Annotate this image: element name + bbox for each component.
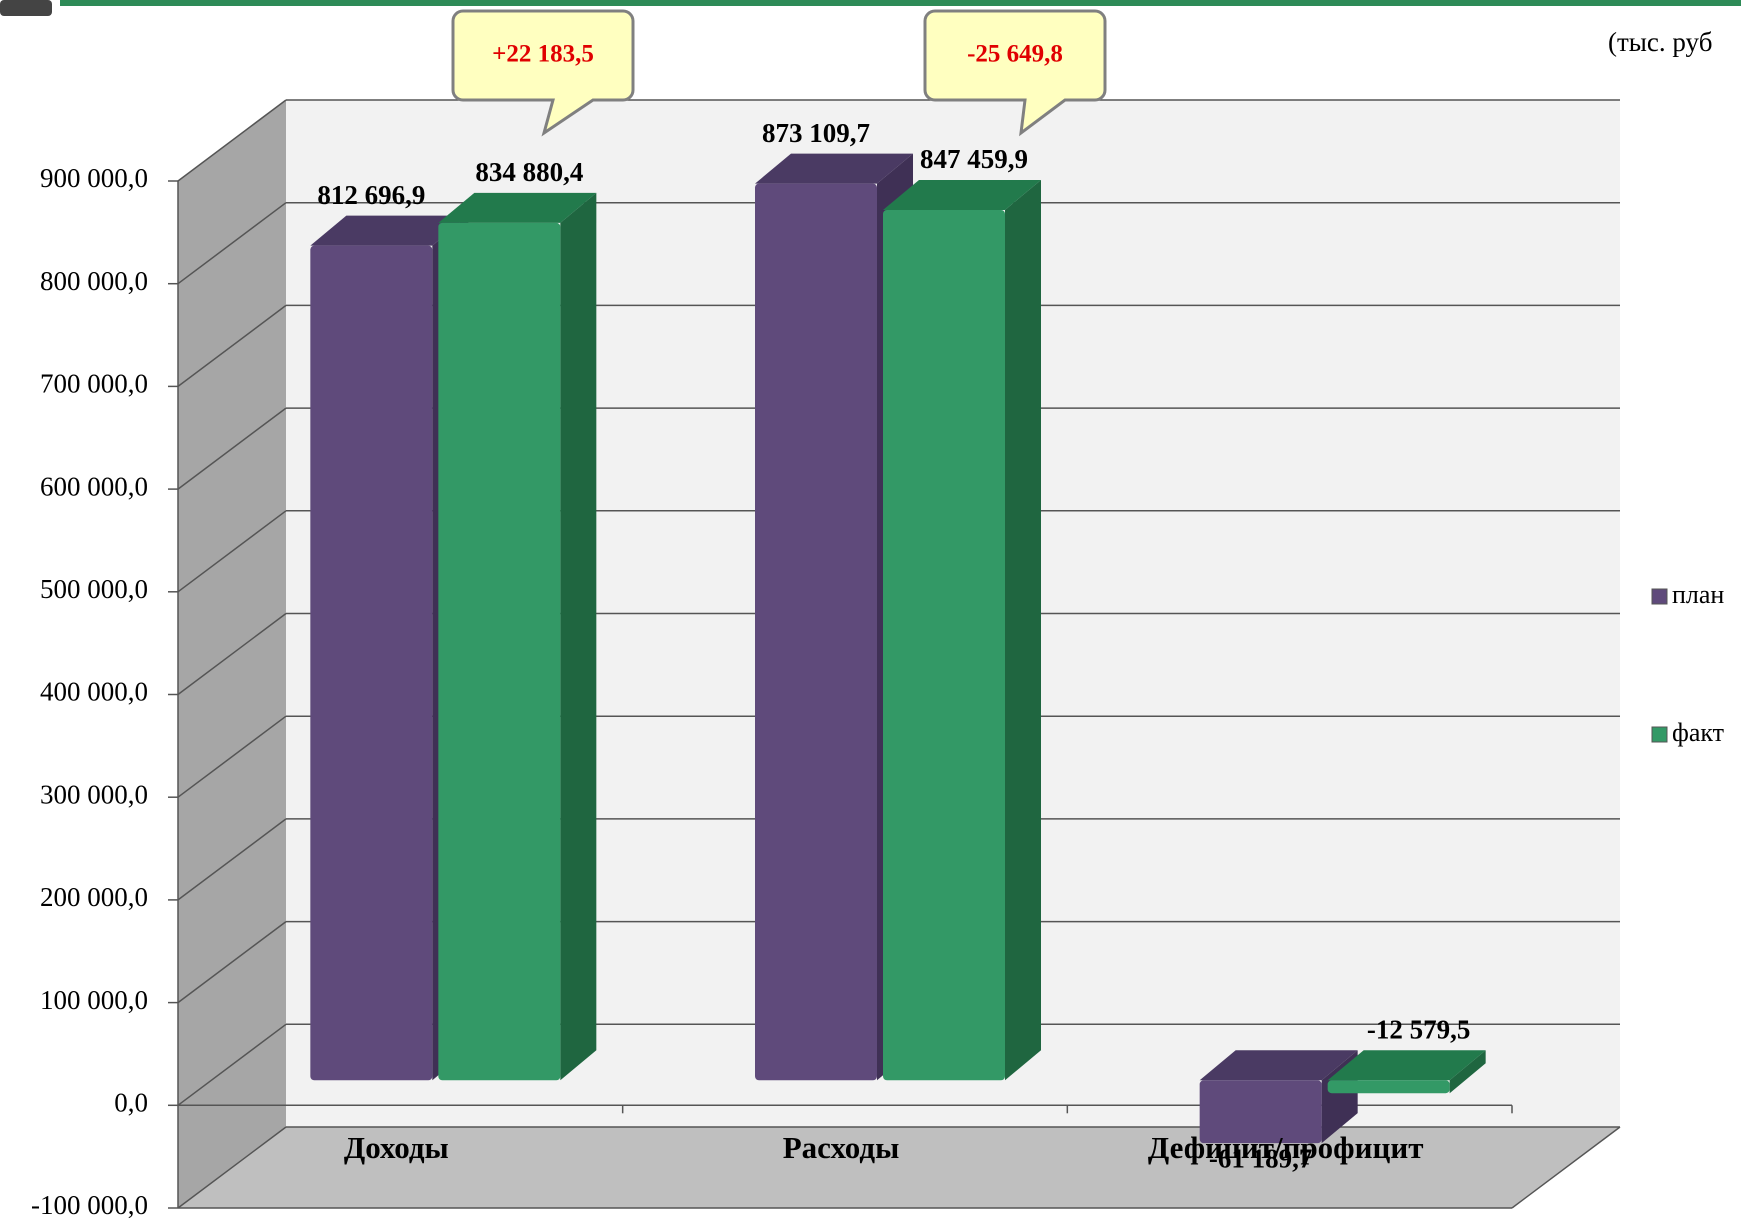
legend-label: план (1672, 580, 1724, 609)
grid-line (177, 1126, 287, 1209)
value-label: 847 459,9 (920, 144, 1028, 174)
grid-line (177, 818, 287, 901)
value-label: 812 696,9 (317, 180, 425, 210)
bar-face (883, 209, 1005, 1081)
grid-line (177, 510, 287, 593)
bar-face (310, 245, 433, 1081)
y-tick-label: 900 000,0 (40, 163, 148, 193)
x-tick-label: Доходы (344, 1130, 449, 1165)
bar-face (1005, 179, 1041, 1081)
legend-swatch (1651, 588, 1668, 605)
bar-face (438, 222, 561, 1081)
grid-line (177, 612, 287, 696)
bar-face (1199, 1050, 1358, 1081)
grid-line (177, 1023, 287, 1106)
bar-face (755, 183, 877, 1081)
y-tick-label: 200 000,0 (40, 882, 148, 912)
grid-line (177, 715, 287, 798)
bar-face (1327, 1080, 1450, 1094)
y-tick-label: 600 000,0 (40, 471, 148, 501)
grid-line (177, 202, 287, 285)
value-label: -61 189,7 (1209, 1143, 1313, 1173)
floor (178, 1127, 1620, 1208)
bar-face (755, 153, 913, 184)
value-label: 834 880,4 (475, 157, 583, 187)
unit-note: (тыс. руб (1608, 27, 1712, 57)
y-tick-label: 300 000,0 (40, 779, 148, 809)
bar (438, 192, 597, 1081)
corner-tab (0, 0, 52, 16)
grid-line (177, 304, 287, 387)
callout (923, 9, 1107, 137)
grid-line (177, 407, 287, 490)
top-bar (60, 0, 1741, 6)
bar-face (883, 179, 1041, 210)
y-tick-label: 800 000,0 (40, 266, 148, 296)
bar-face (1327, 1050, 1486, 1081)
bar-face (560, 192, 597, 1081)
y-tick-label: 700 000,0 (40, 369, 148, 399)
bar-face (1449, 1050, 1486, 1094)
y-tick-label: 400 000,0 (40, 677, 148, 707)
y-tick-label: 0,0 (114, 1088, 148, 1118)
y-tick-label: 100 000,0 (40, 985, 148, 1015)
annotation: -25 649,8 (967, 41, 1063, 68)
value-label: 873 109,7 (762, 118, 870, 148)
annotation: +22 183,5 (492, 41, 594, 68)
bar (883, 179, 1041, 1081)
bar-face (438, 192, 597, 223)
y-tick-label: 500 000,0 (40, 574, 148, 604)
bar (1327, 1050, 1486, 1094)
x-tick-label: Дефицит/профицит (1148, 1130, 1424, 1165)
callout (451, 9, 635, 137)
grid-line (177, 920, 287, 1004)
y-tick-label: -100 000,0 (31, 1190, 148, 1220)
bar-face (310, 215, 469, 246)
grid-line (177, 99, 287, 182)
legend-label: факт (1672, 718, 1724, 747)
value-label: -12 579,5 (1367, 1015, 1471, 1045)
x-tick-label: Расходы (783, 1130, 900, 1165)
floor-edge (1511, 1126, 1621, 1209)
bar-face (1199, 1080, 1322, 1144)
legend-swatch (1651, 726, 1668, 743)
